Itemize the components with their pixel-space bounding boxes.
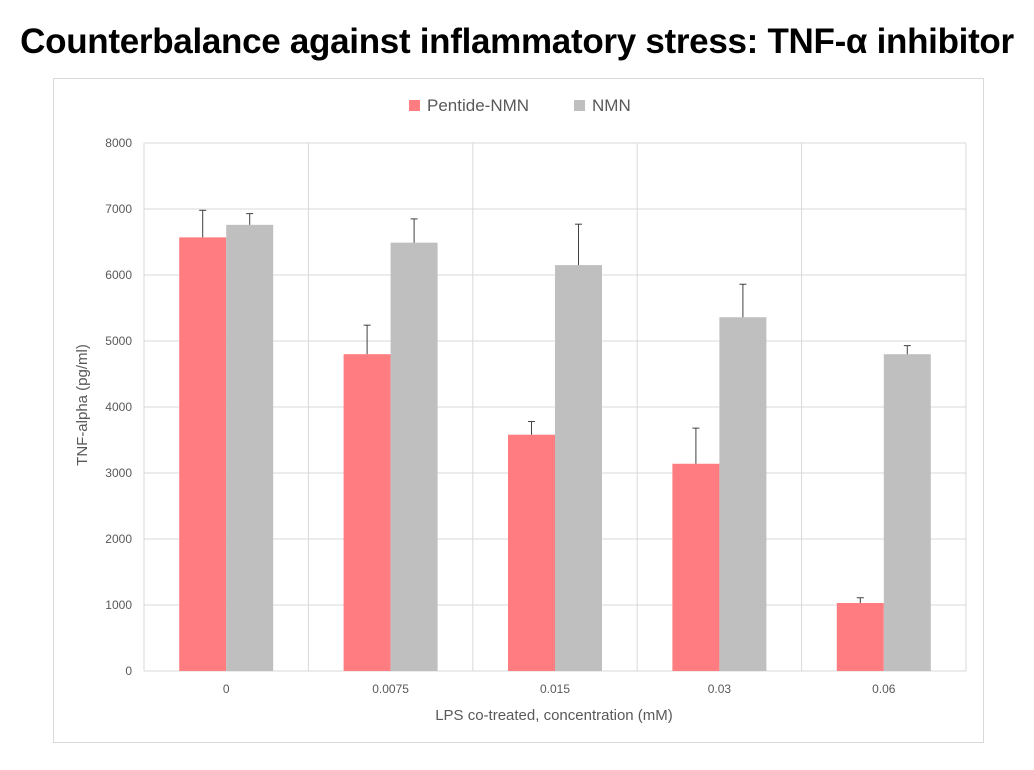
y-tick-label: 0 [125, 664, 132, 678]
x-tick-label: 0.015 [540, 682, 570, 696]
legend: Pentide-NMN NMN [409, 96, 631, 115]
x-tick-label: 0.06 [872, 682, 896, 696]
y-tick-label: 6000 [105, 268, 132, 282]
y-tick-label: 4000 [105, 400, 132, 414]
bar-pentide-nmn-0.03 [672, 463, 720, 671]
y-tick-label: 3000 [105, 466, 132, 480]
bar-nmn-0 [226, 224, 274, 671]
y-tick-label: 7000 [105, 202, 132, 216]
bars [179, 224, 931, 671]
bar-pentide-nmn-0.06 [836, 603, 884, 671]
x-tick-label: 0.0075 [372, 682, 409, 696]
x-axis-label: LPS co-treated, concentration (mM) [435, 707, 673, 724]
slide-title: Counterbalance against inflammatory stre… [20, 22, 1014, 61]
bar-nmn-0.015 [555, 265, 602, 671]
y-tick-label: 1000 [105, 598, 132, 612]
legend-label: Pentide-NMN [427, 96, 529, 115]
bar-chart: 0 1000 2000 3000 4000 5000 6000 7000 8000 0 0.007… [74, 96, 967, 724]
bar-nmn-0.03 [719, 317, 767, 671]
chart-frame: 0 1000 2000 3000 4000 5000 6000 7000 8000 0 0.007… [53, 78, 984, 743]
y-tick-label: 8000 [105, 136, 132, 150]
bar-nmn-0.06 [883, 354, 931, 671]
error-bars [199, 209, 911, 604]
bar-pentide-nmn-0.0075 [343, 354, 391, 671]
y-axis-label: TNF-alpha (pg/ml) [74, 344, 91, 466]
y-tick-label: 5000 [105, 334, 132, 348]
x-tick-label: 0 [223, 682, 230, 696]
y-tick-label: 2000 [105, 532, 132, 546]
legend-swatch [409, 100, 420, 111]
x-tick-label: 0.03 [708, 682, 732, 696]
x-tick-labels: 0 0.0075 0.015 0.03 0.06 [223, 682, 896, 696]
bar-nmn-0.0075 [390, 242, 438, 671]
y-tick-labels: 0 1000 2000 3000 4000 5000 6000 7000 8000 [105, 136, 132, 678]
legend-label: NMN [592, 96, 631, 115]
bar-pentide-nmn-0 [179, 237, 227, 671]
legend-swatch [574, 100, 585, 111]
bar-pentide-nmn-0.015 [508, 434, 555, 671]
